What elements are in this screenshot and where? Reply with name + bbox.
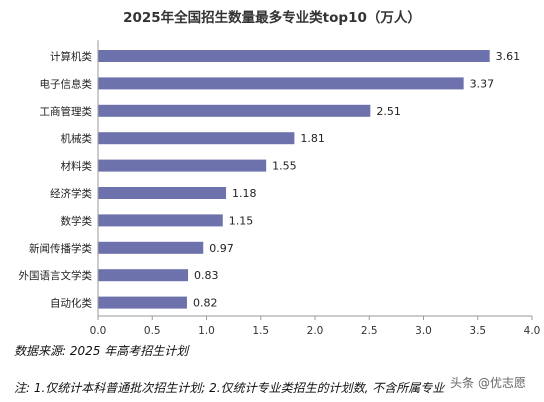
footnote: 注: 1.仅统计本科普通批次招生计划; 2.仅统计专业类招生的计划数, 不含所属… xyxy=(14,381,445,395)
x-tick-label: 4.0 xyxy=(524,325,541,337)
x-axis: 0.0 0.5 1.0 1.5 2.0 2.5 3.0 3.5 4.0 xyxy=(90,40,541,337)
bar xyxy=(98,50,490,62)
bar xyxy=(98,214,223,227)
x-tick-label: 0.0 xyxy=(90,325,107,337)
category-label: 机械类 xyxy=(61,132,93,145)
value-label: 3.61 xyxy=(496,50,521,63)
category-label: 电子信息类 xyxy=(40,77,93,90)
value-label: 2.51 xyxy=(376,105,401,118)
category-label: 数学类 xyxy=(61,214,93,227)
value-label: 1.15 xyxy=(229,214,254,227)
value-label: 1.55 xyxy=(272,160,297,173)
value-label: 1.18 xyxy=(232,187,257,200)
category-label: 外国语言文学类 xyxy=(19,269,93,282)
watermark-byline: 头条 @优志愿 xyxy=(448,374,528,391)
bar xyxy=(98,187,227,199)
value-label: 1.81 xyxy=(300,132,325,145)
data-source-note: 数据来源: 2025 年高考招生计划 xyxy=(14,344,189,358)
value-label: 0.97 xyxy=(209,242,234,255)
x-tick-label: 3.0 xyxy=(415,325,432,337)
x-tick-label: 2.0 xyxy=(307,325,324,337)
x-tick-label: 3.5 xyxy=(469,325,486,337)
chart-title: 2025年全国招生数量最多专业类top10（万人） xyxy=(123,9,421,26)
category-label: 新闻传播学类 xyxy=(29,242,92,255)
bar xyxy=(98,77,464,90)
value-label: 0.82 xyxy=(193,297,218,310)
bar xyxy=(98,132,295,145)
bars-layer: 计算机类 3.61 电子信息类 3.37 工商管理类 2.51 机械类 1.81 材料类 1.55… xyxy=(19,50,521,310)
bar xyxy=(98,241,204,254)
category-label: 工商管理类 xyxy=(40,105,93,118)
bar xyxy=(98,269,189,282)
x-tick-label: 2.5 xyxy=(361,325,378,337)
category-label: 经济学类 xyxy=(50,187,92,200)
category-label: 计算机类 xyxy=(50,50,92,63)
x-tick-label: 0.5 xyxy=(144,325,161,337)
bar xyxy=(98,159,267,172)
value-label: 3.37 xyxy=(470,77,495,90)
bar xyxy=(98,296,187,309)
category-label: 自动化类 xyxy=(50,297,92,310)
bar xyxy=(98,104,371,117)
x-tick-label: 1.0 xyxy=(198,325,215,337)
category-label: 材料类 xyxy=(61,160,93,173)
x-tick-label: 1.5 xyxy=(252,325,269,337)
value-label: 0.83 xyxy=(194,269,219,282)
